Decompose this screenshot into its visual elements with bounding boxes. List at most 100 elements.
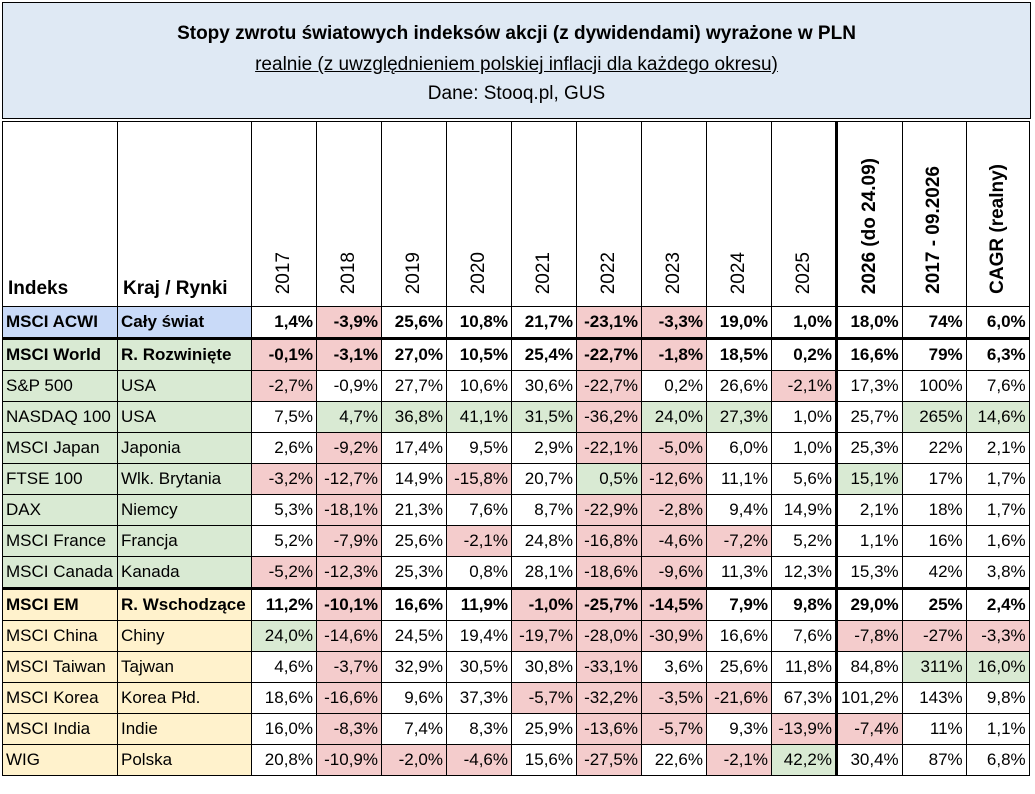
return-cell: -27% (901, 620, 967, 652)
table-row: WIG Polska 20,8% -10,9% -2,0% -4,6% 15,6% -27,5… (2, 744, 1030, 776)
country-name: R. Rozwinięte (117, 337, 252, 371)
return-cell: 5,3% (251, 494, 317, 526)
return-cell: -23,1% (576, 306, 642, 340)
header-index: Indeks (2, 121, 118, 307)
return-cell: 7,6% (771, 620, 837, 652)
return-cell: 31,5% (511, 401, 577, 433)
return-cell: 17,4% (381, 432, 447, 464)
return-cell: 10,8% (446, 306, 512, 340)
return-cell: 7,6% (965, 370, 1030, 402)
return-cell: 9,6% (381, 682, 447, 714)
return-cell: 7,9% (706, 587, 772, 621)
country-name: USA (117, 401, 252, 433)
data-source: Dane: Stooq.pl, GUS (427, 83, 606, 104)
return-cell: 30,4% (835, 744, 903, 776)
return-cell: 25,4% (511, 337, 577, 371)
index-name: MSCI Japan (2, 432, 118, 464)
return-cell: -25,7% (576, 587, 642, 621)
return-cell: 9,4% (706, 494, 772, 526)
return-cell: -14,6% (316, 620, 382, 652)
return-cell: 15,1% (835, 463, 903, 495)
return-cell: 4,7% (316, 401, 382, 433)
return-cell: 2,1% (965, 432, 1030, 464)
return-cell: 84,8% (835, 651, 903, 683)
return-cell: 30,5% (446, 651, 512, 683)
country-name: Tajwan (117, 651, 252, 683)
return-cell: -12,6% (641, 463, 707, 495)
header-period: 2024 (706, 121, 772, 307)
index-name: MSCI India (2, 713, 118, 745)
return-cell: 7,6% (446, 494, 512, 526)
return-cell: 24,8% (511, 525, 577, 557)
return-cell: -2,7% (251, 370, 317, 402)
header-period-label: 2022 (598, 251, 619, 294)
return-cell: 25% (901, 587, 967, 621)
country-name: Korea Płd. (117, 682, 252, 714)
return-cell: -33,1% (576, 651, 642, 683)
return-cell: 9,8% (771, 587, 837, 621)
header-period: 2017 - 09.2026 (901, 121, 967, 307)
return-cell: 11,2% (251, 587, 317, 621)
return-cell: 21,7% (511, 306, 577, 340)
header-period-label: 2021 (533, 251, 554, 294)
return-cell: 100% (901, 370, 967, 402)
return-cell: -5,0% (641, 432, 707, 464)
return-cell: 18,0% (835, 306, 903, 340)
return-cell: 1,0% (771, 306, 837, 340)
return-cell: -22,7% (576, 370, 642, 402)
return-cell: 18% (901, 494, 967, 526)
return-cell: 19,4% (446, 620, 512, 652)
country-name: Francja (117, 525, 252, 557)
return-cell: -16,6% (316, 682, 382, 714)
index-name: NASDAQ 100 (2, 401, 118, 433)
return-cell: 5,2% (251, 525, 317, 557)
return-cell: -8,3% (316, 713, 382, 745)
return-cell: 16,6% (835, 337, 903, 371)
return-cell: -7,4% (835, 713, 903, 745)
header-period-label: 2019 (403, 251, 424, 294)
return-cell: 6,8% (965, 744, 1030, 776)
return-cell: 7,5% (251, 401, 317, 433)
return-cell: 5,2% (771, 525, 837, 557)
returns-table: Indeks Kraj / Rynki 2017 2018 2019 2020 2021… (2, 121, 1030, 776)
return-cell: 29,0% (835, 587, 903, 621)
return-cell: 6,0% (706, 432, 772, 464)
return-cell: 1,1% (965, 713, 1030, 745)
return-cell: 7,4% (381, 713, 447, 745)
return-cell: -4,6% (641, 525, 707, 557)
table-row: MSCI Canada Kanada -5,2% -12,3% 25,3% 0,8% 28,… (2, 556, 1030, 589)
table-row: MSCI India Indie 16,0% -8,3% 7,4% 8,3% 25,9% -1… (2, 713, 1030, 745)
return-cell: 12,3% (771, 556, 837, 589)
country-name: Chiny (117, 620, 252, 652)
header-period-label: 2024 (728, 251, 749, 294)
return-cell: 26,6% (706, 370, 772, 402)
return-cell: 18,5% (706, 337, 772, 371)
return-cell: 15,3% (835, 556, 903, 589)
return-cell: -30,9% (641, 620, 707, 652)
return-cell: -13,6% (576, 713, 642, 745)
return-cell: -3,3% (965, 620, 1030, 652)
return-cell: 11% (901, 713, 967, 745)
return-cell: -4,6% (446, 744, 512, 776)
return-cell: 20,7% (511, 463, 577, 495)
index-name: MSCI ACWI (2, 306, 118, 340)
return-cell: 1,1% (835, 525, 903, 557)
index-name: S&P 500 (2, 370, 118, 402)
table-row: NASDAQ 100 USA 7,5% 4,7% 36,8% 41,1% 31,5% -36,… (2, 401, 1030, 433)
header-period-label: 2018 (338, 251, 359, 294)
header-period-label: 2017 - 09.2026 (923, 166, 945, 294)
index-name: WIG (2, 744, 118, 776)
return-cell: 2,1% (835, 494, 903, 526)
return-cell: -12,3% (316, 556, 382, 589)
return-cell: 14,9% (381, 463, 447, 495)
index-name: MSCI EM (2, 587, 118, 621)
return-cell: 16,6% (706, 620, 772, 652)
return-cell: 18,6% (251, 682, 317, 714)
country-name: Polska (117, 744, 252, 776)
return-cell: 1,4% (251, 306, 317, 340)
return-cell: 1,6% (965, 525, 1030, 557)
return-cell: 25,6% (381, 306, 447, 340)
return-cell: -22,1% (576, 432, 642, 464)
header-period-label: 2017 (273, 251, 294, 294)
